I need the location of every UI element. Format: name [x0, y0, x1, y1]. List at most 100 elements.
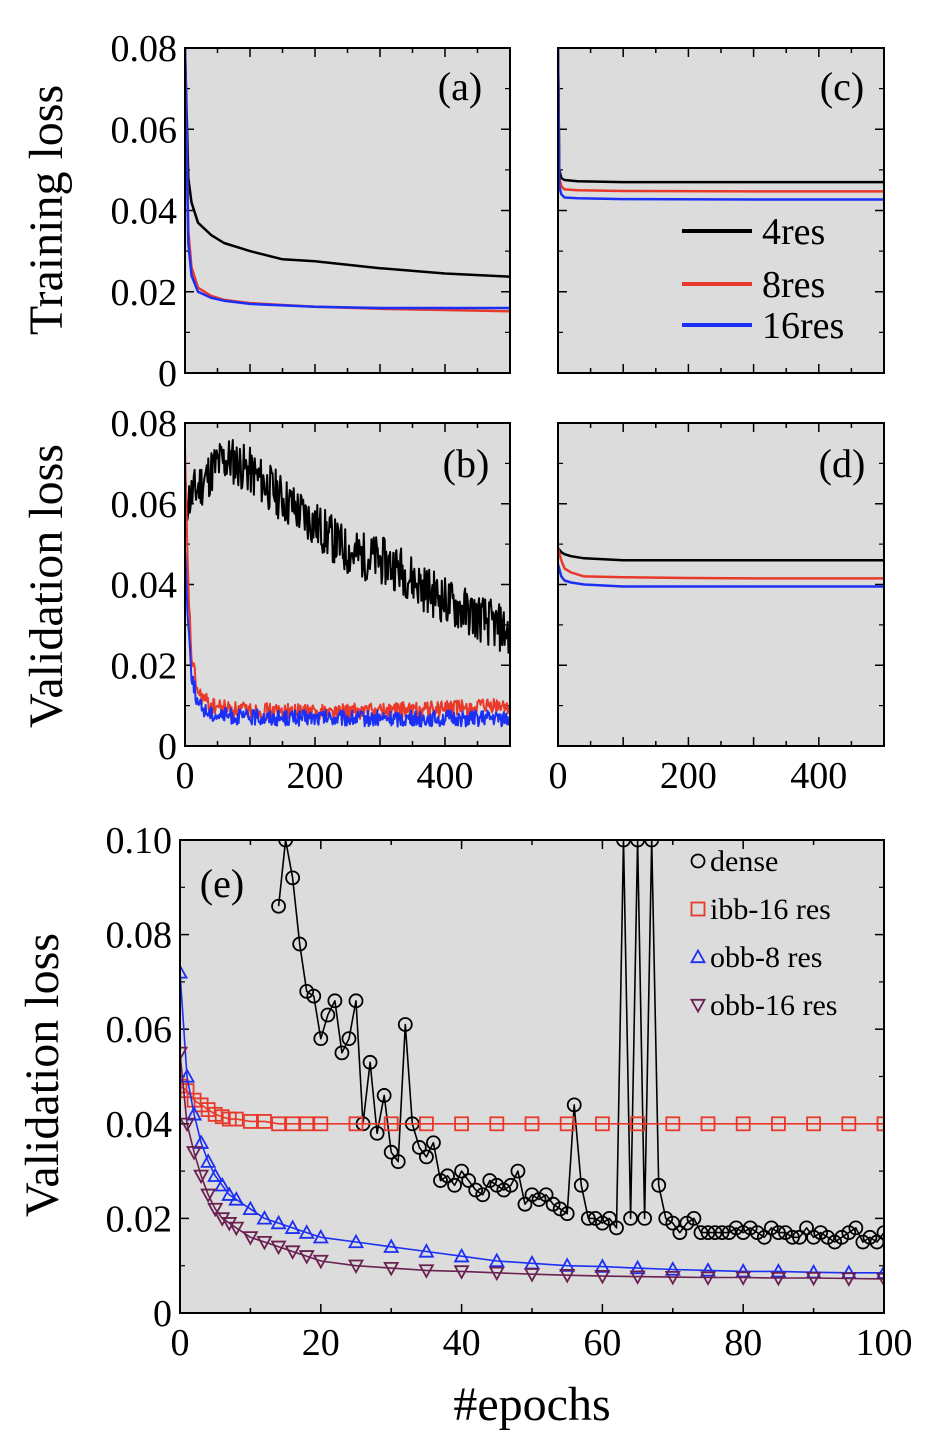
xtick-label: 200 — [660, 755, 717, 797]
plot-frame — [184, 47, 511, 374]
data-point-ibb-16-res — [735, 1116, 751, 1132]
data-point-obb-8-res — [418, 1243, 435, 1258]
data-point-dense — [292, 936, 308, 952]
plot-frame — [179, 839, 885, 1314]
data-point-obb-8-res — [228, 1191, 245, 1206]
data-point-obb-8-res — [186, 1105, 203, 1121]
data-point-obb-16-res — [735, 1271, 752, 1286]
ytick-label: 0 — [158, 353, 177, 395]
data-point-obb-16-res — [242, 1231, 259, 1246]
data-point-obb-16-res — [207, 1202, 224, 1218]
series-line-4res — [558, 547, 884, 562]
data-point-obb-8-res — [488, 1252, 505, 1268]
ytick-label: 0.02 — [106, 1198, 173, 1240]
data-point-dense — [700, 1225, 716, 1240]
panel-tag: (a) — [438, 64, 482, 109]
data-point-obb-8-res — [559, 1257, 576, 1272]
data-point-ibb-16-res — [271, 1116, 286, 1132]
data-point-dense — [630, 840, 645, 848]
xtick-label: 400 — [417, 755, 474, 797]
data-point-obb-8-res — [284, 1219, 301, 1234]
data-point-dense — [566, 1097, 582, 1113]
panel-tag: (c) — [820, 64, 864, 109]
xtick-label: 20 — [302, 1322, 340, 1364]
ylabel-validation-top: Validation loss — [20, 444, 73, 728]
xtick-label: 0 — [171, 1322, 190, 1364]
data-point-obb-8-res — [875, 1264, 884, 1279]
data-point-dense — [376, 1088, 392, 1103]
data-point-dense — [510, 1163, 526, 1179]
data-point-obb-16-res — [664, 1270, 681, 1286]
data-point-ibb-16-res — [665, 1116, 681, 1132]
data-point-dense — [475, 1187, 491, 1203]
data-point-ibb-16-res — [348, 1116, 364, 1132]
data-point-ibb-16-res — [595, 1116, 610, 1132]
series-line-16res — [558, 563, 884, 588]
series-line-16res — [558, 48, 884, 201]
data-point-obb-8-res — [699, 1262, 717, 1277]
ytick-label: 0.04 — [106, 1104, 173, 1146]
data-point-obb-8-res — [664, 1261, 681, 1276]
plot-frame — [184, 422, 511, 747]
data-point-dense — [651, 1177, 667, 1193]
ytick-label: 0 — [158, 726, 177, 768]
xtick-label: 40 — [443, 1322, 481, 1364]
data-point-dense — [334, 1045, 350, 1061]
data-point-ibb-16-res — [242, 1114, 258, 1129]
legend-label: 16res — [762, 305, 844, 347]
ylabel-validation-bottom: Validation loss — [16, 933, 69, 1217]
data-point-dense — [573, 1177, 589, 1193]
data-point-obb-16-res — [347, 1259, 365, 1275]
data-point-dense — [348, 993, 364, 1009]
ytick-label: 0.10 — [106, 820, 173, 862]
data-point-ibb-16-res — [418, 1116, 434, 1132]
data-point-ibb-16-res — [524, 1116, 540, 1132]
panel-tag: (d) — [819, 441, 866, 486]
plot-frame — [557, 47, 885, 374]
data-point-dense — [418, 1149, 434, 1165]
data-point-obb-8-res — [312, 1228, 329, 1244]
data-point-dense — [285, 870, 301, 886]
data-point-obb-8-res — [347, 1233, 365, 1249]
data-point-obb-16-res — [523, 1268, 541, 1283]
data-point-dense — [665, 1215, 681, 1231]
data-point-obb-8-res — [242, 1200, 259, 1216]
data-point-obb-16-res — [200, 1188, 217, 1204]
data-point-dense — [848, 1220, 864, 1236]
data-point-obb-8-res — [180, 1068, 196, 1083]
data-point-ibb-16-res — [630, 1116, 645, 1132]
data-point-obb-8-res — [770, 1263, 787, 1278]
data-point-obb-16-res — [559, 1269, 576, 1284]
plot-frame — [557, 422, 885, 747]
data-point-dense — [278, 840, 293, 848]
ytick-label: 0.02 — [111, 272, 178, 314]
data-point-dense — [609, 1220, 624, 1236]
data-point-dense — [447, 1177, 462, 1193]
data-point-dense — [369, 1125, 385, 1141]
xlabel-epochs: #epochs — [453, 1378, 610, 1431]
data-point-dense — [341, 1031, 357, 1047]
xtick-label: 80 — [724, 1322, 762, 1364]
ytick-label: 0.06 — [106, 1009, 173, 1051]
xtick-label: 0 — [176, 755, 195, 797]
data-point-obb-16-res — [298, 1250, 315, 1265]
plot-background — [558, 48, 884, 373]
legend-label: obb-8 res — [710, 941, 822, 974]
data-point-obb-8-res — [221, 1186, 238, 1201]
data-point-obb-16-res — [270, 1240, 287, 1256]
data-point-obb-16-res — [221, 1217, 238, 1232]
data-point-obb-16-res — [214, 1212, 231, 1227]
data-point-obb-16-res — [488, 1266, 505, 1282]
data-point-obb-16-res — [875, 1272, 884, 1288]
data-point-ibb-16-res — [285, 1116, 301, 1132]
data-point-obb-8-res — [207, 1167, 224, 1182]
data-point-dense — [623, 1211, 638, 1226]
data-point-ibb-16-res — [806, 1116, 821, 1132]
data-point-obb-8-res — [270, 1214, 287, 1230]
data-point-dense — [383, 1144, 399, 1160]
legend-label: 4res — [762, 211, 825, 253]
data-point-dense — [637, 1211, 653, 1226]
data-point-ibb-16-res — [383, 1116, 399, 1132]
data-point-ibb-16-res — [454, 1116, 470, 1132]
